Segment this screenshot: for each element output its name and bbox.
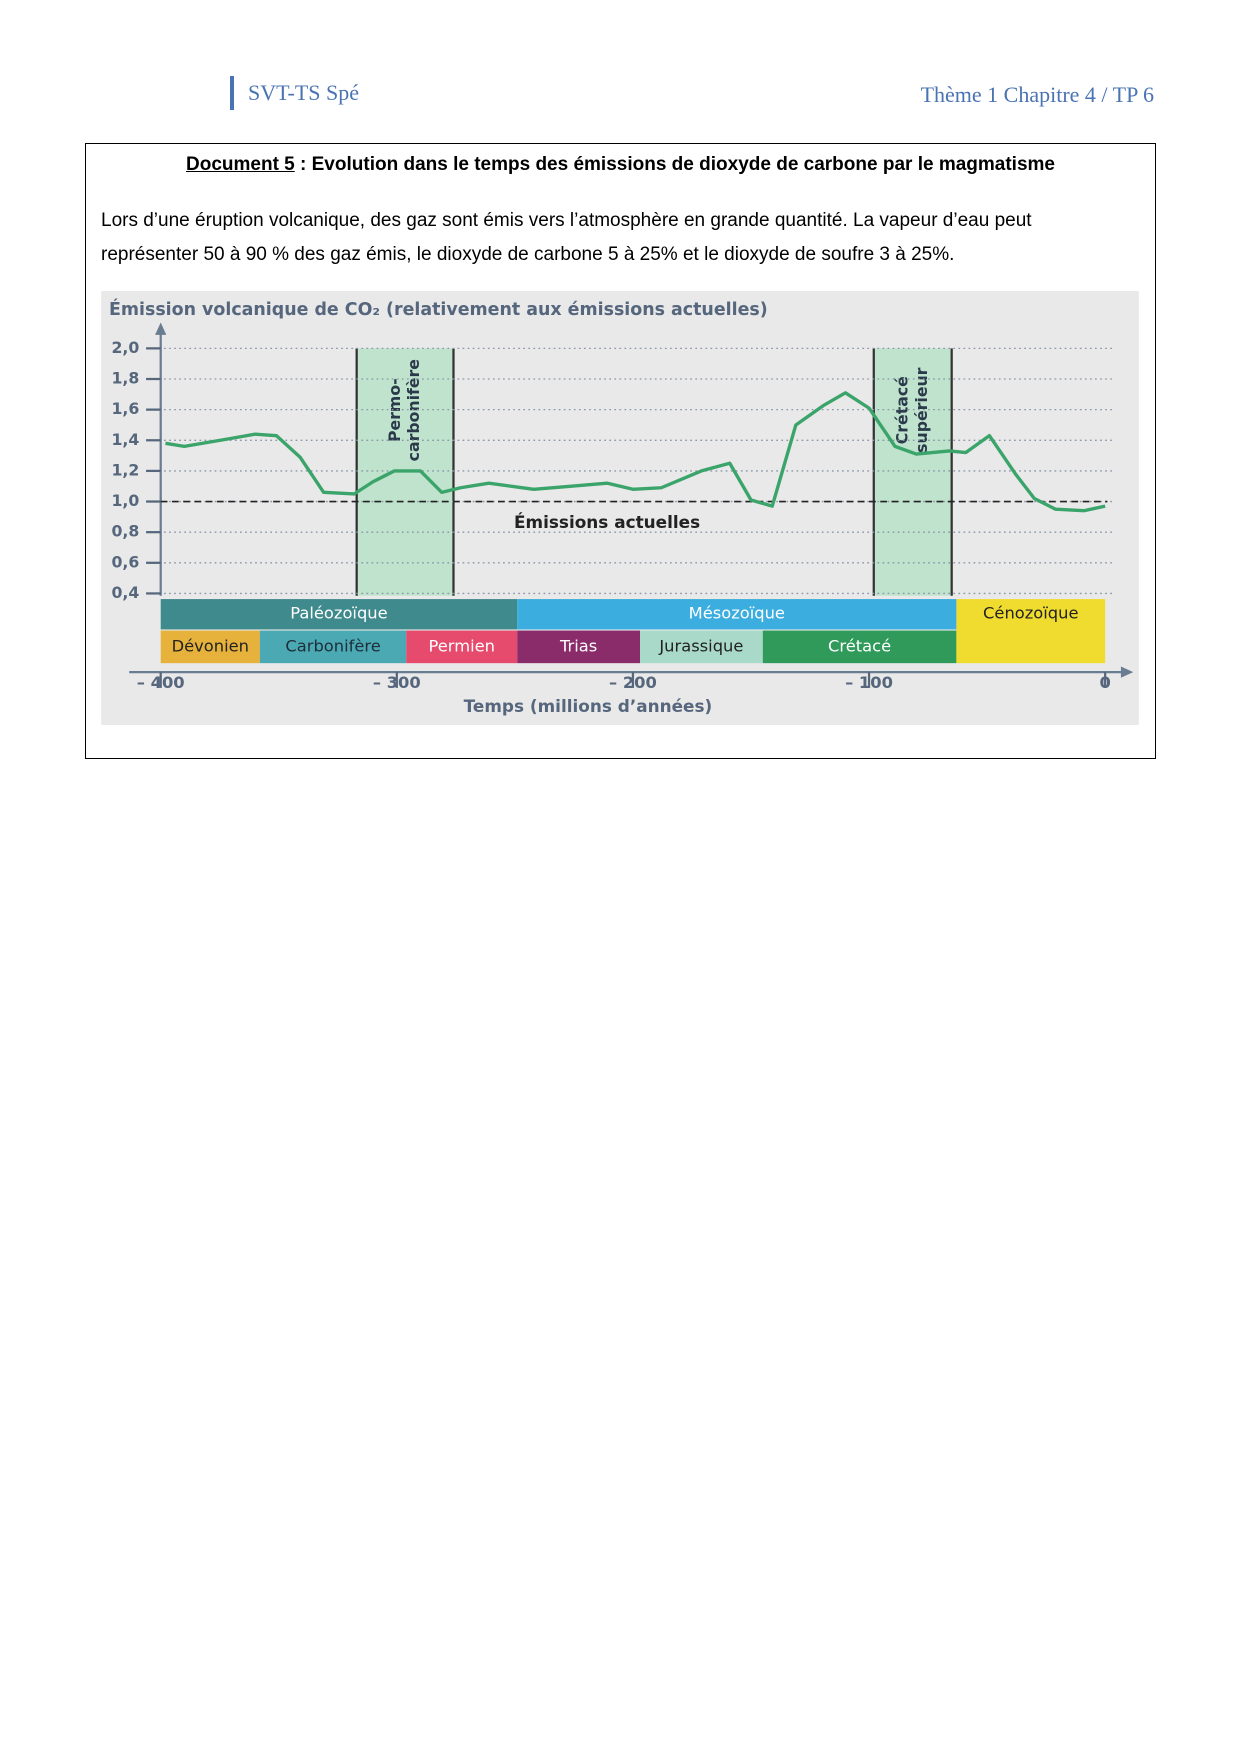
- axis-labels: 0,4 0,6 0,8 1,0 1,2 1,4 1,6 1,8 2,0 – 400 – 300 – 2…: [111, 338, 1110, 692]
- header-left: SVT-TS Spé: [230, 76, 359, 110]
- data-line: [165, 391, 1106, 513]
- period-label: Jurassique: [658, 636, 743, 655]
- x-tick-label: – 200: [609, 673, 657, 692]
- period-block: [517, 630, 641, 664]
- x-tick-label: – 100: [845, 673, 893, 692]
- x-tick-label: 0: [1099, 673, 1110, 692]
- document-title-text: : Evolution dans le temps des émissions …: [294, 154, 1055, 175]
- y-tick-label: 1,4: [111, 430, 139, 449]
- period-label: Carbonifère: [285, 636, 380, 655]
- y-tick-label: 1,6: [111, 399, 139, 418]
- y-axis-arrow: [155, 322, 167, 335]
- band-label: supérieur: [912, 367, 931, 453]
- period-block: [640, 630, 763, 664]
- band-label: Crétacé: [893, 376, 912, 444]
- era-block: [517, 599, 957, 630]
- header-right: Thème 1 Chapitre 4 / TP 6: [920, 82, 1154, 107]
- era-block: [956, 599, 1106, 664]
- chart-title: Émission volcanique de CO₂ (relativement…: [109, 298, 768, 320]
- series: [165, 391, 1106, 513]
- timescale: Dévonien Carbonifère Permien Trias Jurassiqu…: [160, 599, 1106, 664]
- x-tick-label: – 400: [137, 673, 185, 692]
- y-tick-label: 0,6: [111, 552, 139, 571]
- y-tick-label: 0,8: [111, 522, 139, 541]
- period-label: Crétacé: [828, 636, 891, 655]
- y-tick-label: 0,4: [111, 583, 139, 602]
- y-tick-label: 1,0: [111, 491, 139, 510]
- era-label: Cénozoïque: [983, 604, 1078, 623]
- y-tick-label: 1,2: [111, 460, 139, 479]
- x-tick-label: – 300: [373, 673, 421, 692]
- document-box: Document 5 : Evolution dans le temps des…: [85, 143, 1156, 759]
- period-label: Permien: [429, 636, 495, 655]
- grid: Émissions actuelles: [160, 347, 1114, 595]
- reference-label: Émissions actuelles: [514, 511, 700, 532]
- band-label: Permo-: [385, 378, 404, 442]
- period-block: [762, 630, 957, 664]
- band: [873, 348, 952, 596]
- period-block: [406, 630, 518, 664]
- era-label: Mésozoïque: [689, 604, 785, 623]
- era-block: [160, 599, 518, 630]
- y-tick-label: 2,0: [111, 338, 139, 357]
- paragraph-line: Lors d’une éruption volcanique, des gaz …: [101, 210, 1032, 231]
- paragraph: Lors d’une éruption volcanique, des gaz …: [101, 204, 1032, 272]
- chart: Émission volcanique de CO₂ (relativement…: [101, 291, 1139, 725]
- document-title: Document 5 : Evolution dans le temps des…: [86, 154, 1155, 176]
- paragraph-line: représenter 50 à 90 % des gaz émis, le d…: [101, 244, 955, 265]
- y-tick-label: 1,8: [111, 369, 139, 388]
- period-label: Dévonien: [172, 636, 249, 655]
- era-label: Paléozoïque: [290, 604, 387, 623]
- document-label: Document 5: [186, 154, 295, 175]
- period-label: Trias: [559, 636, 597, 655]
- period-block: [259, 630, 407, 664]
- x-axis-label: Temps (millions d’années): [464, 696, 713, 716]
- x-axis-arrow: [1120, 666, 1134, 678]
- period-block: [160, 630, 260, 664]
